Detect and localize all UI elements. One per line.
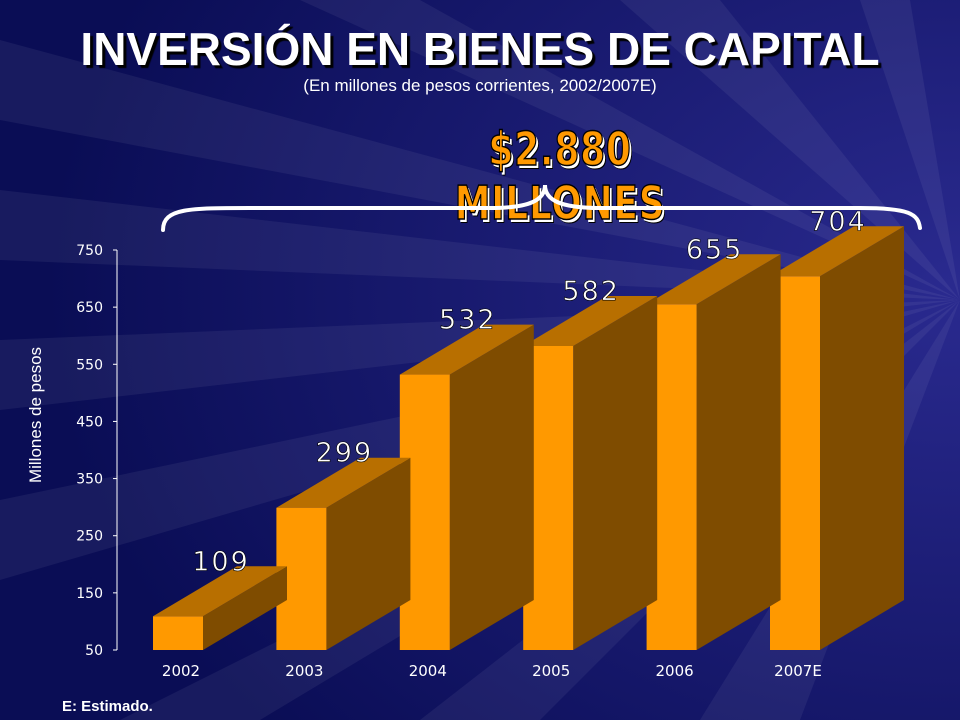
bar-side	[203, 566, 287, 650]
chart-subtitle: (En millones de pesos corrientes, 2002/2…	[303, 76, 657, 95]
bar-2007E	[770, 226, 904, 651]
x-tick-label-2005: 2005	[532, 662, 570, 680]
bar-top	[153, 566, 287, 617]
x-tick-label-2002: 2002	[162, 662, 200, 680]
bar-2004	[399, 324, 534, 650]
brace	[161, 184, 922, 232]
x-tick-label-2003: 2003	[285, 662, 323, 680]
y-axis-label: Millones de pesos	[26, 346, 45, 484]
bar-side	[326, 457, 411, 650]
bar-2003	[276, 457, 411, 650]
x-tick-label-2007E: 2007E	[774, 662, 822, 680]
bar-side	[573, 296, 658, 650]
bar-side	[696, 254, 781, 651]
bar-side	[449, 324, 534, 650]
value-label-2007E: 704	[809, 206, 867, 237]
total-annotation: $2.880 MILLONES	[454, 121, 666, 231]
bar-2005	[523, 296, 658, 650]
x-tick-label-2006: 2006	[656, 662, 694, 680]
value-label-2004: 532	[439, 305, 497, 336]
y-tick-label: 750	[76, 243, 103, 259]
x-axis: 2002 2003 2004 2005 2006 2007E	[162, 662, 822, 680]
y-tick-label: 150	[76, 586, 103, 602]
bar-front	[153, 616, 203, 650]
bar-top	[646, 254, 781, 305]
y-tick-label: 50	[85, 643, 103, 659]
bar-2006	[646, 254, 781, 651]
bar-top	[523, 296, 658, 346]
y-tick-label: 550	[76, 357, 103, 373]
bar-2002	[153, 566, 287, 650]
value-label-2003: 299	[316, 438, 374, 469]
y-axis: 50 150 250 350 450 550 650 750	[76, 243, 118, 659]
bar-top	[770, 226, 904, 277]
y-tick-label: 450	[76, 414, 103, 430]
bars	[153, 226, 904, 651]
value-label-2002: 109	[192, 546, 250, 577]
x-tick-label-2004: 2004	[409, 662, 447, 680]
y-tick-label: 350	[76, 472, 103, 488]
bar-top	[399, 324, 534, 375]
y-tick-label: 250	[76, 529, 103, 545]
value-labels: 109 299 532 582 655 704	[192, 206, 867, 578]
footnote: E: Estimado.	[62, 698, 153, 715]
value-label-2005: 582	[562, 276, 620, 307]
y-tick-label: 650	[76, 300, 103, 316]
bar-side	[820, 226, 904, 651]
chart-title: INVERSIÓN EN BIENES DE CAPITAL	[80, 23, 880, 75]
value-label-2006: 655	[686, 234, 744, 265]
bar-top	[276, 457, 411, 508]
